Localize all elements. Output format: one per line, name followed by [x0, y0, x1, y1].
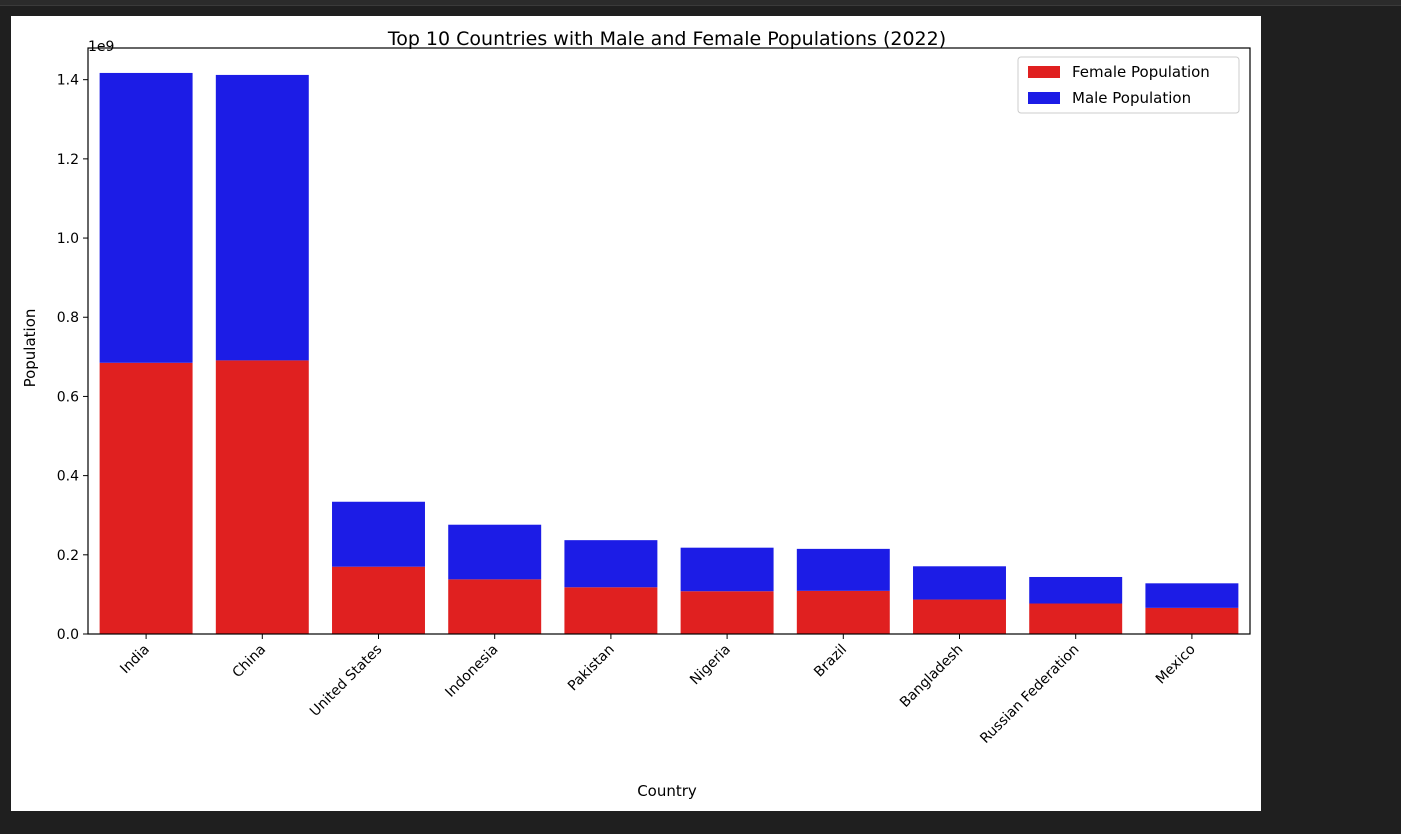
legend-box — [1017, 56, 1240, 114]
chart-svg: Top 10 Countries with Male and Female Po… — [21, 28, 1251, 800]
x-tick-label: Pakistan — [565, 642, 618, 695]
y-tick-label: 1.4 — [57, 73, 79, 89]
chart-figure: Top 10 Countries with Male and Female Po… — [11, 16, 1261, 811]
legend: Female Population Male Population — [1017, 56, 1240, 114]
y-tick-label: 0.4 — [57, 469, 79, 485]
y-axis: 0.0 0.2 0.4 0.6 0.8 1.0 1.2 1.4 — [57, 73, 88, 643]
x-axis: India China United States Indonesia Pakistan… — [117, 634, 1199, 747]
bar-male-4 — [564, 540, 658, 588]
y-tick-label: 1.0 — [57, 231, 79, 247]
x-tick-label: Bangladesh — [897, 642, 966, 711]
legend-label-female: Female Population — [1072, 63, 1210, 81]
y-tick-label: 0.2 — [57, 548, 79, 564]
bar-female-7 — [913, 599, 1006, 634]
bar-male-1 — [215, 74, 309, 361]
bar-male-2 — [332, 501, 425, 567]
bar-female-1 — [215, 360, 309, 634]
chart-title: Top 10 Countries with Male and Female Po… — [387, 28, 946, 50]
bar-female-3 — [448, 579, 542, 634]
legend-swatch-male — [1028, 92, 1060, 104]
bar-male-9 — [1145, 583, 1239, 608]
bar-female-4 — [564, 587, 658, 634]
bar-female-6 — [796, 590, 890, 634]
y-tick-label: 1.2 — [57, 152, 79, 168]
x-tick-label: Brazil — [811, 642, 850, 681]
x-tick-label: Russian Federation — [977, 642, 1082, 747]
y-tick-label: 0.0 — [57, 627, 79, 643]
x-tick-label: United States — [307, 642, 385, 720]
x-tick-label: Mexico — [1153, 642, 1199, 688]
bar-male-8 — [1029, 576, 1123, 604]
bar-female-5 — [680, 591, 774, 634]
y-tick-label: 0.6 — [57, 389, 79, 405]
bar-female-0 — [99, 362, 193, 634]
y-tick-label: 0.8 — [57, 310, 79, 326]
x-tick-label: Nigeria — [687, 642, 734, 689]
bar-male-5 — [680, 547, 774, 592]
bar-male-7 — [913, 566, 1006, 600]
bar-female-8 — [1029, 603, 1123, 634]
y-axis-label: Population — [21, 309, 39, 388]
legend-label-male: Male Population — [1072, 89, 1191, 107]
bar-male-0 — [99, 72, 193, 363]
plot-frame — [87, 47, 1251, 635]
bar-male-6 — [796, 548, 890, 591]
window-top-border — [0, 0, 1401, 6]
x-tick-label: Indonesia — [442, 642, 501, 701]
x-tick-label: India — [117, 642, 153, 678]
y-axis-offset-label: 1e9 — [88, 39, 114, 55]
x-tick-label: China — [230, 642, 270, 682]
bar-female-9 — [1145, 607, 1239, 634]
bars-layer — [99, 72, 1239, 634]
x-axis-label: Country — [637, 782, 697, 800]
bar-male-3 — [448, 524, 542, 580]
legend-swatch-female — [1028, 66, 1060, 78]
bar-female-2 — [332, 566, 425, 634]
